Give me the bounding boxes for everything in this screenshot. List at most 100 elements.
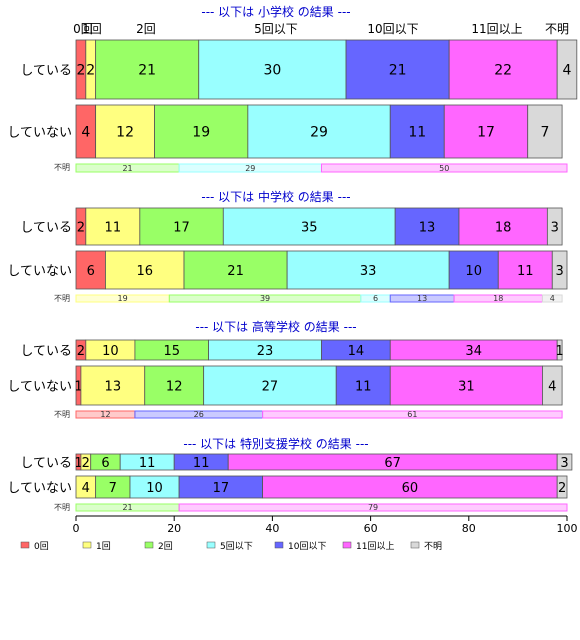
bar-segment [551, 250, 568, 290]
unknown-value-label: 21 [122, 164, 132, 173]
bar-value-label: 2 [558, 481, 566, 496]
unknown-value-label: 4 [550, 294, 555, 303]
bar-segment [247, 104, 391, 159]
bar-segment [556, 475, 568, 499]
bar-value-label: 29 [310, 125, 328, 141]
unknown-bar-segment [541, 294, 563, 303]
bar-segment [95, 39, 200, 100]
bar-value-label: 7 [109, 481, 117, 496]
legend-swatch [274, 541, 284, 549]
top-category-label: 10回以下 [367, 22, 418, 36]
x-tick-label: 100 [557, 522, 578, 535]
bar-segment [75, 250, 106, 290]
unknown-value-label: 79 [368, 503, 378, 512]
bar-segment [222, 207, 396, 246]
bar-value-label: 1 [74, 380, 82, 395]
legend-swatch [82, 541, 92, 549]
bar-value-label: 4 [548, 380, 556, 395]
bar-value-label: 21 [389, 63, 407, 79]
bar-segment [556, 39, 578, 100]
bar-segment [183, 250, 288, 290]
top-category-label: 1回 [82, 22, 102, 36]
x-tick-label: 0 [73, 522, 80, 535]
bar-value-label: 4 [81, 125, 90, 141]
row-label: している [20, 221, 72, 236]
bar-value-label: 6 [87, 264, 95, 279]
legend-label: 5回以下 [220, 541, 253, 552]
bar-value-label: 13 [419, 221, 436, 236]
row-label: していない [7, 264, 72, 279]
bar-value-label: 12 [116, 125, 134, 141]
bar-value-label: 30 [263, 63, 281, 79]
bar-segment [286, 250, 450, 290]
bar-value-label: 4 [82, 481, 90, 496]
bar-value-label: 17 [173, 221, 190, 236]
bar-value-label: 31 [458, 380, 475, 395]
bar-segment [448, 250, 499, 290]
legend-swatch [20, 541, 30, 549]
bar-value-label: 3 [555, 264, 563, 279]
bar-segment [144, 365, 205, 406]
bar-segment [95, 104, 155, 159]
bar-value-label: 23 [257, 344, 274, 359]
bar-segment [394, 207, 460, 246]
unknown-bar-segment [178, 503, 568, 512]
legend-label: 0回 [34, 541, 49, 552]
panel-title: --- 以下は 特別支援学校 の結果 --- [183, 436, 368, 451]
bar-value-label: 3 [560, 456, 568, 471]
legend-label: 不明 [424, 541, 442, 552]
bar-value-label: 11 [355, 380, 372, 395]
bar-segment [203, 365, 337, 406]
unknown-row-label: 不明 [54, 163, 70, 172]
unknown-value-label: 19 [118, 294, 128, 303]
bar-segment [85, 207, 141, 246]
row-label: している [20, 64, 72, 79]
bar-value-label: 2 [86, 63, 95, 79]
top-category-label: 11回以上 [471, 22, 522, 36]
top-category-label: 不明 [545, 22, 569, 36]
bar-segment [527, 104, 563, 159]
unknown-value-label: 6 [373, 294, 378, 303]
row-label: していない [7, 380, 72, 395]
bar-value-label: 34 [465, 344, 482, 359]
bar-value-label: 2 [77, 344, 85, 359]
bar-value-label: 67 [384, 456, 401, 471]
bar-value-label: 35 [301, 221, 318, 236]
unknown-value-label: 12 [100, 410, 110, 419]
bar-segment [542, 365, 563, 406]
legend-swatch [144, 541, 154, 549]
bar-value-label: 6 [101, 456, 109, 471]
legend-swatch [206, 541, 216, 549]
bar-value-label: 16 [136, 264, 153, 279]
x-tick-label: 40 [265, 522, 279, 535]
bar-value-label: 12 [166, 380, 183, 395]
legend-label: 11回以上 [356, 541, 394, 552]
bar-segment [458, 207, 548, 246]
unknown-value-label: 18 [493, 294, 503, 303]
bar-value-label: 11 [517, 264, 534, 279]
bar-value-label: 1 [74, 456, 82, 471]
bar-value-label: 22 [494, 63, 512, 79]
x-tick-label: 80 [462, 522, 476, 535]
bar-value-label: 13 [105, 380, 122, 395]
bar-value-label: 11 [105, 221, 122, 236]
bar-segment [198, 39, 347, 100]
top-category-label: 5回以下 [254, 22, 298, 36]
bar-value-label: 7 [540, 125, 549, 141]
bar-value-label: 11 [408, 125, 426, 141]
bar-value-label: 2 [77, 221, 85, 236]
top-category-label: 0回 [73, 22, 93, 36]
row-label: している [20, 344, 72, 359]
bar-segment [443, 104, 529, 159]
bar-value-label: 14 [348, 344, 365, 359]
bar-value-label: 17 [477, 125, 495, 141]
bar-value-label: 21 [227, 264, 244, 279]
bar-segment [546, 207, 563, 246]
legend-label: 2回 [158, 541, 173, 552]
unknown-value-label: 29 [245, 164, 255, 173]
unknown-bar-segment [262, 410, 563, 419]
unknown-value-label: 13 [417, 294, 427, 303]
bar-value-label: 11 [193, 456, 210, 471]
